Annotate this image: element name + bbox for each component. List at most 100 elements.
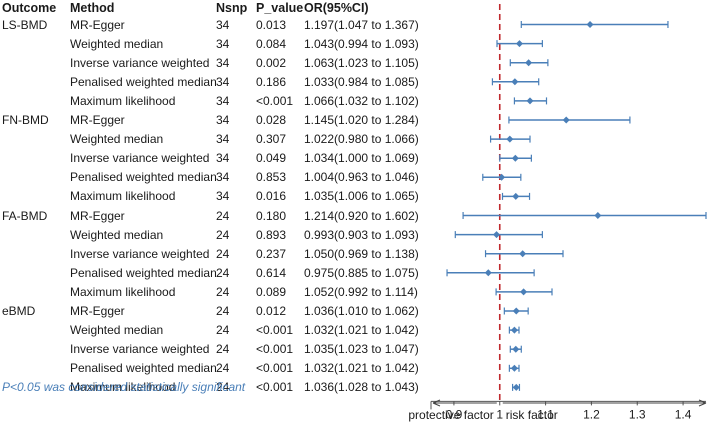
nsnp-cell: 34 [216,36,230,51]
or-ci-cell: 1.032(1.021 to 1.042) [304,323,419,338]
header-nsnp: Nsnp [216,1,248,15]
point-estimate [493,231,501,239]
point-estimate [512,307,520,315]
nsnp-cell: 24 [216,265,230,280]
method-cell: Weighted median [70,227,164,242]
point-estimate [512,383,520,391]
p-value-cell: <0.001 [256,342,294,357]
p-value-cell: 0.186 [256,74,287,89]
method-cell: Maximum likelihood [70,93,176,108]
p-value-cell: 0.084 [256,36,287,51]
method-cell: Weighted median [70,132,164,147]
nsnp-cell: 24 [216,323,230,338]
point-estimate [510,364,518,372]
significance-footnote: P<0.05 was considered statistically sign… [2,380,246,394]
method-cell: Weighted median [70,323,164,338]
or-ci-cell: 1.043(0.994 to 1.093) [304,36,419,51]
p-value-cell: 0.012 [256,304,287,318]
method-cell: Inverse variance weighted [70,246,210,261]
method-cell: MR-Egger [70,113,125,127]
point-estimate [586,21,594,28]
method-cell: Maximum likelihood [70,284,176,299]
p-value-cell: 0.307 [256,132,287,147]
header-outcome: Outcome [2,1,57,15]
p-value-cell: <0.001 [256,380,294,395]
nsnp-cell: 24 [216,227,230,242]
outcome-cell: eBMD [2,304,36,318]
p-value-cell: 0.013 [256,17,287,32]
protective-factor-label: protective factor [408,408,493,422]
or-ci-cell: 1.214(0.920 to 1.602) [304,208,419,223]
header-or-ci: OR(95%CI) [304,1,369,15]
point-estimate [594,212,602,219]
point-estimate [498,173,506,181]
risk-arrow-head [698,399,707,407]
or-ci-cell: 1.050(0.969 to 1.138) [304,246,419,261]
p-value-cell: 0.016 [256,189,287,204]
p-value-cell: 0.089 [256,284,287,299]
nsnp-cell: 24 [216,208,230,223]
p-value-cell: 0.180 [256,208,287,223]
x-tick-label: 1.4 [675,407,692,421]
p-value-cell: 0.853 [256,170,287,185]
point-estimate [506,135,514,143]
header-p-value: P_value [256,1,304,15]
or-ci-cell: 1.145(1.020 to 1.284) [304,113,419,127]
p-value-cell: 0.002 [256,55,287,70]
nsnp-cell: 24 [216,284,230,299]
method-cell: MR-Egger [70,304,125,318]
p-value-cell: 0.893 [256,227,287,242]
nsnp-cell: 34 [216,170,230,185]
method-cell: Penalised weighted median [70,74,217,89]
x-tick-label: 1.1 [537,407,554,421]
nsnp-cell: 34 [216,74,230,89]
method-cell: MR-Egger [70,17,125,32]
or-ci-cell: 1.063(1.023 to 1.105) [304,55,419,70]
method-cell: MR-Egger [70,208,125,223]
point-estimate [520,288,528,296]
or-ci-cell: 1.034(1.000 to 1.069) [304,151,419,166]
nsnp-cell: 34 [216,55,230,70]
nsnp-cell: 24 [216,361,230,376]
method-cell: Inverse variance weighted [70,342,210,357]
nsnp-cell: 24 [216,246,230,261]
nsnp-cell: 24 [216,304,230,318]
method-cell: Inverse variance weighted [70,151,210,166]
p-value-cell: 0.237 [256,246,287,261]
point-estimate [512,345,520,353]
risk-factor-label: risk factor [506,408,558,422]
x-tick-label: 0.9 [446,407,463,421]
method-cell: Maximum likelihood [70,380,176,395]
p-value-cell: <0.001 [256,323,294,338]
or-ci-cell: 1.022(0.980 to 1.066) [304,132,419,147]
p-value-cell: 0.614 [256,265,287,280]
point-estimate [562,116,570,124]
or-ci-cell: 1.004(0.963 to 1.046) [304,170,419,185]
header-method: Method [70,1,115,15]
point-estimate [512,192,520,200]
method-cell: Penalised weighted median [70,170,217,185]
protective-arrow-head [432,399,441,407]
p-value-cell: <0.001 [256,361,294,376]
point-estimate [526,97,534,105]
point-estimate [519,250,527,258]
nsnp-cell: 24 [216,342,230,357]
or-ci-cell: 1.036(1.028 to 1.043) [304,380,419,395]
point-estimate [511,78,519,86]
or-ci-cell: 1.197(1.047 to 1.367) [304,17,419,32]
x-tick-label: 1 [496,407,503,421]
or-ci-cell: 1.052(0.992 to 1.114) [304,284,418,299]
nsnp-cell: 34 [216,189,230,204]
point-estimate [525,59,533,67]
nsnp-cell: 34 [216,132,230,147]
method-cell: Maximum likelihood [70,189,176,204]
nsnp-cell: 34 [216,17,230,32]
method-cell: Penalised weighted median [70,361,217,376]
p-value-cell: 0.028 [256,113,287,127]
or-ci-cell: 1.066(1.032 to 1.102) [304,93,419,108]
nsnp-cell: 34 [216,113,230,127]
or-ci-cell: 1.035(1.023 to 1.047) [304,342,419,357]
nsnp-cell: 34 [216,93,230,108]
point-estimate [511,154,519,162]
